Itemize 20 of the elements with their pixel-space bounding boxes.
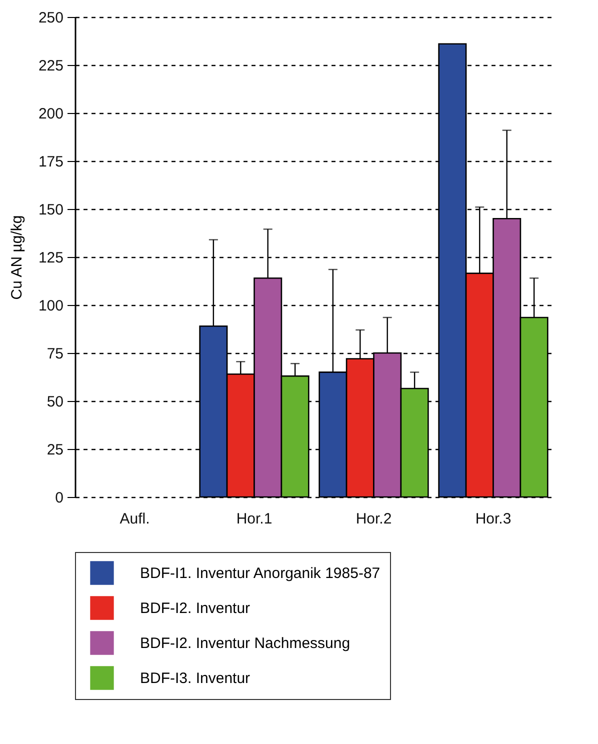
legend-label: BDF-I2. Inventur Nachmessung — [140, 635, 350, 652]
legend-label: BDF-I3. Inventur — [140, 670, 250, 687]
y-tick-label: 250 — [38, 10, 64, 26]
y-tick-label: 100 — [38, 298, 64, 314]
x-tick-label: Hor.2 — [356, 510, 392, 528]
x-tick-label: Hor.1 — [236, 510, 272, 528]
legend-label: BDF-I1. Inventur Anorganik 1985-87 — [140, 565, 380, 582]
y-tick-label: 150 — [38, 202, 64, 218]
x-tick-label: Hor.3 — [475, 510, 512, 528]
y-tick-label: 125 — [38, 250, 64, 266]
y-tick-label: 25 — [46, 442, 64, 458]
y-tick-label: 0 — [55, 490, 64, 506]
y-tick-label: 175 — [38, 154, 64, 170]
legend-label: BDF-I2. Inventur — [140, 600, 250, 617]
x-tick-label: Aufl. — [120, 510, 150, 528]
y-tick-label: 75 — [46, 346, 64, 362]
y-tick-label: 225 — [38, 58, 64, 74]
y-axis-title: Cu AN µg/kg — [8, 215, 26, 300]
y-tick-label: 50 — [46, 394, 64, 410]
y-tick-label: 200 — [38, 106, 64, 122]
